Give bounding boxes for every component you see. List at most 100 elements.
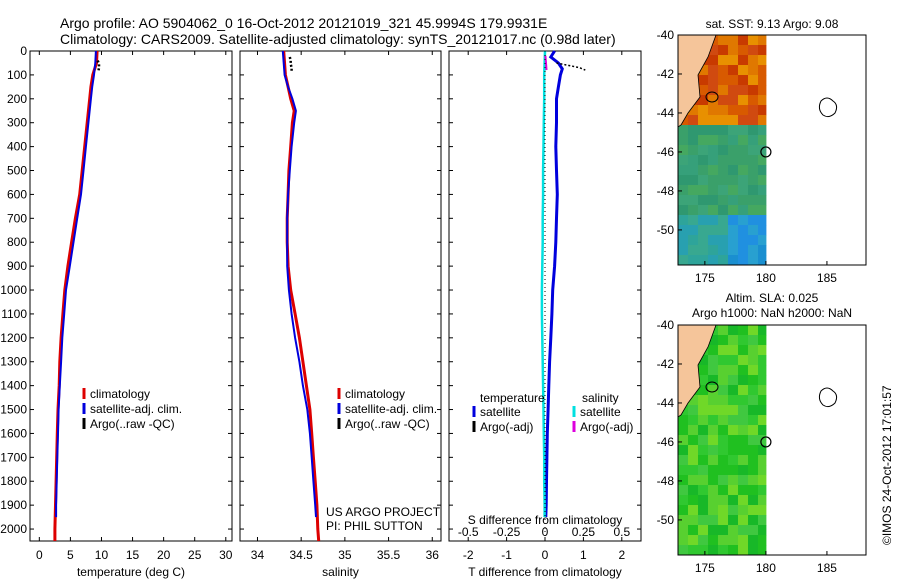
sst_map-cell [728,35,739,46]
profile-title: Argo profile: AO 5904062_0 16-Oct-2012 2… [60,15,548,31]
sst_map-cell [718,95,729,106]
sst_map-cell [678,155,689,166]
sla_map-cell [758,445,767,456]
sst_map-ytick-label: -50 [657,223,675,237]
sla_map-cell [738,475,749,486]
sst_map-cell [738,75,749,86]
sla_map-cell [738,375,749,386]
sla_map-cell [738,525,749,536]
sst_map-cell [678,255,689,266]
sla_map-cell [758,525,767,536]
sst_map-cell [708,195,719,206]
sla_map-cell [708,505,719,516]
sla_map-cell [678,485,689,496]
salinity-legend-label: climatology [345,387,405,401]
sst_map-xtick-label: 180 [756,271,776,285]
sla_map-cell [758,465,767,476]
sst_map-cell [688,155,699,166]
sst_map-cell [738,145,749,156]
sla_map-cell [748,525,759,536]
sla_map-cell [748,435,759,446]
depth-tick-label: 100 [7,68,27,82]
sla_map-cell [688,485,699,496]
temperature-legend-label: climatology [90,387,150,401]
sla_map-cell [728,355,739,366]
sla_map-cell [708,495,719,506]
sla_map-cell [738,365,749,376]
sst_map-cell [688,255,699,266]
sst_map-cell [678,175,689,186]
sla_map-cell [718,465,729,476]
salinity-diff-tick-label: -0.5 [458,525,479,539]
sla-map-subtitle: Argo h1000: NaN h2000: NaN [692,306,852,320]
sst_map-cell [758,205,767,216]
sla_map-cell [748,545,759,556]
sst_map-cell [728,115,739,126]
difference-xtick-label: 0 [542,548,549,562]
sst_map-cell [688,165,699,176]
sst_map-cell [708,165,719,176]
sla_map-cell [708,415,719,426]
depth-tick-label: 400 [7,140,27,154]
sst_map-cell [688,175,699,186]
salinity-legend-title: salinity [582,391,619,405]
sst_map-cell [738,235,749,246]
sla_map-cell [758,435,767,446]
sla-map-title: Altim. SLA: 0.025 [726,291,819,305]
sst_map-cell [688,215,699,226]
sla_map-cell [708,345,719,356]
sst_map-cell [698,255,709,266]
sla_map-cell [728,325,739,336]
sst_map-cell [708,75,719,86]
sst_map-cell [718,105,729,116]
depth-tick-label: 700 [7,211,27,225]
sla_map-cell [728,475,739,486]
sst_map-cell [698,135,709,146]
sla_map-cell [678,435,689,446]
sst_map-cell [748,175,759,186]
sla_map-cell [728,515,739,526]
sla_map-cell [678,475,689,486]
sst_map-cell [698,105,709,116]
sst_map-cell [738,105,749,116]
sla_map-cell [678,515,689,526]
sst_map-frame [677,34,867,266]
sst_map-cell [718,195,729,206]
sst_map-cell [718,135,729,146]
sla_map-cell [728,415,739,426]
sla_map-cell [688,505,699,516]
sst_map-cell [698,195,709,206]
sla_map-cell [698,395,709,406]
salinity-xtick-label: 34 [251,548,265,562]
sst_map-cell [748,75,759,86]
sst_map-cell [748,35,759,46]
sla_map-cell [688,415,699,426]
temperature-xtick-label: 10 [95,548,109,562]
sla_map-cell [758,535,767,546]
sla_map-xtick-label: 175 [695,561,715,575]
sst_map-cell [758,115,767,126]
sla_map-cell [758,405,767,416]
sla_map-cell [678,495,689,506]
difference-series-salinity-argo-adj- [544,55,548,71]
sla_map-cell [678,425,689,436]
sla_map-cell [718,425,729,436]
sst_map-cell [738,65,749,76]
sst_map-cell [688,105,699,116]
temperature-legend-label: Argo(-adj) [480,420,533,434]
imos-timestamp: ©IMOS 24-Oct-2012 17:01:57 [880,385,894,545]
sla_map-cell [748,485,759,496]
sst_map-cell [718,115,729,126]
sla_map-cell [718,515,729,526]
project-annotation: US ARGO PROJECT [326,505,441,519]
sla_map-cell [678,445,689,456]
sla_map-cell [728,445,739,456]
sla_map-cell [738,435,749,446]
sla_map-cell [758,385,767,396]
sst_map-cell [748,165,759,176]
sla_map-cell [698,475,709,486]
sla_map-cell [738,545,749,556]
sla_map-cell [748,515,759,526]
sst_map-ytick-label: -40 [657,28,675,42]
sla_map-cell [698,385,709,396]
